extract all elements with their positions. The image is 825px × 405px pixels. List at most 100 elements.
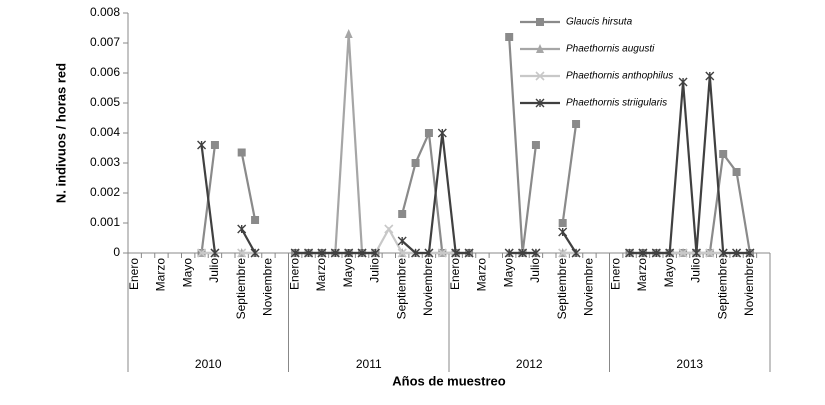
point [304, 248, 314, 258]
point [437, 248, 447, 258]
x-tick-label: Julio [368, 258, 382, 283]
x-tick-label: Mayo [501, 258, 515, 288]
x-tick-label: Enero [448, 258, 462, 290]
point [665, 248, 675, 258]
point [196, 248, 207, 258]
series-line [201, 33, 750, 255]
x-tick-label: Septiembre [715, 258, 729, 320]
point [531, 141, 540, 149]
y-tick-label: 0.003 [90, 155, 120, 169]
point [558, 219, 567, 227]
point [558, 248, 568, 258]
point [344, 29, 353, 38]
x-tick-label: Noviembre [261, 258, 275, 316]
x-tick-label: Septiembre [394, 258, 408, 320]
point [317, 248, 327, 258]
point [705, 248, 715, 258]
series-line [200, 36, 752, 255]
x-tick-label: Septiembre [555, 258, 569, 320]
point [705, 71, 715, 81]
point [411, 248, 421, 258]
point [357, 248, 367, 258]
x-tick-label: Enero [287, 258, 301, 290]
x-tick-label: Marzo [314, 258, 328, 292]
x-tick-label: Julio [528, 258, 542, 283]
point [625, 248, 635, 258]
point [505, 33, 514, 41]
y-axis-title: N. indivuos / horas red [53, 63, 68, 203]
point [451, 248, 461, 258]
point [424, 248, 434, 258]
point [691, 248, 701, 258]
point [237, 224, 247, 234]
point [411, 159, 420, 167]
point [424, 129, 433, 137]
point [330, 248, 340, 258]
x-tick-label: Marzo [475, 258, 489, 292]
x-tick-label: Marzo [154, 258, 168, 292]
x-tick-label: Mayo [341, 258, 355, 288]
x-tick-label: Mayo [180, 258, 194, 288]
point [718, 248, 728, 258]
point [237, 248, 247, 258]
y-tick-label: 0.002 [90, 185, 120, 199]
point [397, 248, 407, 258]
group-label: 2013 [676, 357, 703, 371]
point [370, 248, 380, 258]
point [251, 216, 260, 224]
point [535, 98, 545, 108]
y-tick-label: 0.008 [90, 5, 120, 19]
x-tick-label: Noviembre [742, 258, 756, 316]
point [384, 224, 394, 234]
x-axis-title: Años de muestreo [392, 373, 505, 388]
point [558, 227, 568, 237]
point [210, 141, 219, 149]
legend-label: Phaethornis anthophilus [566, 71, 673, 82]
x-tick-label: Septiembre [234, 258, 248, 320]
point [504, 248, 514, 258]
point [571, 248, 581, 258]
point [678, 248, 688, 258]
y-tick-label: 0.005 [90, 95, 120, 109]
y-tick-label: 0 [113, 245, 120, 259]
y-tick-label: 0.007 [90, 35, 120, 49]
point [536, 44, 544, 53]
point [732, 248, 742, 258]
point [518, 248, 528, 258]
y-tick-label: 0.001 [90, 215, 120, 229]
point [719, 150, 728, 158]
point [531, 248, 541, 258]
point [344, 248, 354, 258]
point [536, 18, 544, 26]
y-tick-label: 0.006 [90, 65, 120, 79]
point [397, 236, 407, 246]
group-label: 2011 [356, 357, 382, 371]
group-label: 2012 [516, 357, 543, 371]
point [250, 248, 260, 258]
y-tick-label: 0.004 [90, 125, 120, 139]
point [398, 210, 407, 218]
point [535, 71, 545, 81]
point [210, 248, 220, 258]
point [437, 128, 447, 138]
x-tick-label: Noviembre [421, 258, 435, 316]
legend-label: Phaethornis striigularis [566, 98, 667, 109]
point [638, 248, 648, 258]
x-tick-label: Enero [608, 258, 622, 290]
point [572, 120, 581, 128]
x-tick-label: Mayo [662, 258, 676, 288]
point [732, 168, 741, 176]
x-tick-label: Marzo [635, 258, 649, 292]
legend-label: Glaucis hirsuta [566, 17, 633, 28]
point [678, 77, 688, 87]
point [651, 248, 661, 258]
point [237, 148, 246, 157]
legend-label: Phaethornis augusti [566, 44, 655, 55]
group-label: 2010 [195, 357, 222, 371]
point [197, 140, 207, 150]
series-line [200, 75, 750, 255]
point [745, 248, 755, 258]
x-tick-label: Noviembre [582, 258, 596, 316]
x-tick-label: Julio [689, 258, 703, 283]
